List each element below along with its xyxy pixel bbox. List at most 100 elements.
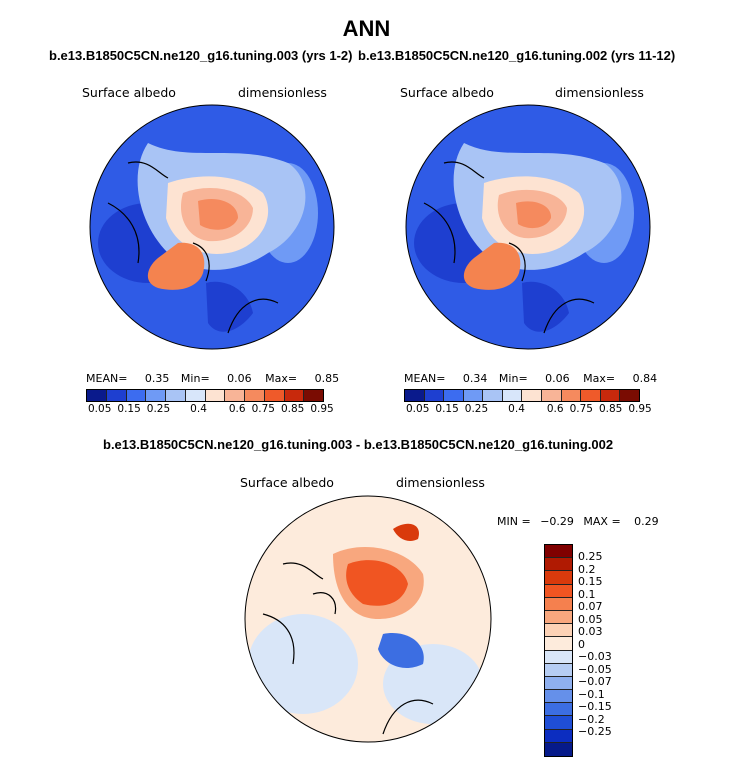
- colorbar-tick: 0.2: [578, 562, 596, 576]
- colorbar-tick: 0.85: [280, 403, 305, 415]
- colorbar-tick: −0.05: [578, 662, 612, 676]
- colorbar-swatch: [304, 390, 323, 401]
- colorbar-tick: 0.07: [578, 600, 603, 613]
- diff-colorbar: [544, 544, 573, 757]
- left-colorbar: [86, 389, 324, 402]
- colorbar-swatch: [581, 390, 601, 401]
- colorbar-swatch: [126, 390, 147, 401]
- diff-max-value: 0.29: [634, 515, 659, 528]
- right-case-title: b.e13.B1850C5CN.ne120_g16.tuning.002 (yr…: [358, 48, 676, 63]
- colorbar-swatch: [545, 571, 572, 585]
- colorbar-swatch: [545, 690, 572, 704]
- colorbar-tick: −0.03: [578, 650, 612, 663]
- colorbar-swatch: [225, 390, 245, 401]
- colorbar-swatch: [545, 624, 572, 638]
- coastlines: [107, 161, 279, 334]
- colorbar-swatch: [483, 390, 503, 401]
- colorbar-swatch: [545, 558, 572, 572]
- colorbar-tick: 0.95: [628, 403, 652, 415]
- colorbar-swatch: [545, 676, 572, 691]
- colorbar-tick: 0.03: [578, 625, 603, 638]
- map-border: [89, 104, 335, 350]
- colorbar-swatch: [545, 584, 572, 598]
- colorbar-swatch: [444, 390, 464, 401]
- colorbar-swatch: [545, 742, 572, 756]
- colorbar-tick: 0.25: [464, 403, 489, 415]
- colorbar-swatch: [545, 610, 572, 625]
- colorbar-swatch: [545, 597, 572, 611]
- colorbar-tick: −0.2: [578, 712, 605, 726]
- right-colorbar-ticks: 0.05 0.15 0.25 0.4 0.6 0.75 0.85 0.95: [406, 403, 652, 415]
- map-border: [244, 495, 492, 743]
- right-units-label: dimensionless: [555, 85, 644, 100]
- colorbar-tick: 0.25: [146, 403, 171, 415]
- colorbar-swatch: [502, 390, 523, 401]
- right-colorbar: [404, 389, 640, 402]
- colorbar-swatch: [522, 390, 543, 401]
- colorbar-swatch: [545, 545, 572, 559]
- coastlines: [423, 161, 595, 334]
- positive-diff-core: [346, 560, 408, 606]
- colorbar-tick: −0.07: [578, 675, 612, 688]
- colorbar-swatch: [245, 390, 265, 401]
- colorbar-swatch: [185, 390, 206, 401]
- left-mean-label: MEAN=: [86, 372, 128, 385]
- diff-variable-label: Surface albedo: [240, 475, 334, 490]
- colorbar-swatch: [542, 390, 562, 401]
- right-mean-label: MEAN=: [404, 372, 446, 385]
- diff-albedo-map: [244, 495, 492, 743]
- right-max-label: Max=: [583, 372, 616, 385]
- colorbar-swatch: [284, 390, 305, 401]
- colorbar-tick: 0.05: [578, 612, 603, 626]
- colorbar-tick: 0: [578, 637, 585, 651]
- colorbar-tick: 0.6: [546, 403, 564, 415]
- left-colorbar-ticks: 0.05 0.15 0.25 0.4 0.6 0.75 0.85 0.95: [88, 403, 334, 415]
- europe-region: [206, 281, 253, 332]
- left-max-label: Max=: [265, 372, 298, 385]
- colorbar-swatch: [561, 390, 582, 401]
- diff-colorbar-ticks: 0.25 0.2 0.15 0.1 0.07 0.05 0.03 0 −0.03…: [578, 550, 612, 739]
- colorbar-swatch: [106, 390, 127, 401]
- left-variable-label: Surface albedo: [82, 85, 176, 100]
- colorbar-tick: −0.25: [578, 725, 612, 738]
- greenland: [463, 242, 521, 290]
- sea-ice-core: [516, 201, 552, 229]
- right-max-value: 0.84: [632, 372, 658, 385]
- europe-region: [522, 281, 569, 332]
- colorbar-tick: 0.15: [117, 403, 141, 415]
- diff-min-value: −0.29: [540, 515, 574, 528]
- page-title: ANN: [342, 16, 391, 41]
- colorbar-tick: 0.05: [406, 403, 430, 415]
- colorbar-tick: 0.75: [251, 403, 275, 415]
- diff-units-label: dimensionless: [396, 475, 485, 490]
- negative-diff-region: [248, 614, 358, 714]
- colorbar-tick: 0.15: [435, 403, 459, 415]
- colorbar-tick: −0.15: [578, 700, 612, 713]
- colorbar-tick: 0.75: [569, 403, 593, 415]
- greenland: [147, 242, 205, 290]
- colorbar-swatch: [545, 703, 572, 717]
- colorbar-swatch: [545, 716, 572, 730]
- colorbar-swatch: [87, 390, 107, 401]
- left-max-value: 0.85: [314, 372, 340, 385]
- colorbar-tick: 0.1: [578, 587, 596, 601]
- colorbar-swatch: [205, 390, 226, 401]
- map-border: [405, 104, 651, 350]
- right-mean-value: 0.34: [462, 372, 488, 385]
- right-albedo-map: [405, 104, 651, 350]
- colorbar-swatch: [264, 390, 285, 401]
- colorbar-swatch: [166, 390, 186, 401]
- colorbar-tick: 0.4: [190, 403, 207, 415]
- negative-diff-core: [378, 633, 424, 669]
- colorbar-swatch: [620, 390, 639, 401]
- colorbar-tick: 0.25: [578, 550, 603, 563]
- colorbar-tick: 0.6: [228, 403, 246, 415]
- colorbar-tick: −0.1: [578, 687, 605, 701]
- colorbar-swatch: [424, 390, 445, 401]
- colorbar-tick: 0.85: [598, 403, 623, 415]
- left-min-label: Min=: [180, 372, 210, 385]
- colorbar-tick: 0.05: [88, 403, 112, 415]
- colorbar-swatch: [600, 390, 621, 401]
- right-min-label: Min=: [498, 372, 528, 385]
- left-case-title: b.e13.B1850C5CN.ne120_g16.tuning.003 (yr…: [49, 48, 353, 63]
